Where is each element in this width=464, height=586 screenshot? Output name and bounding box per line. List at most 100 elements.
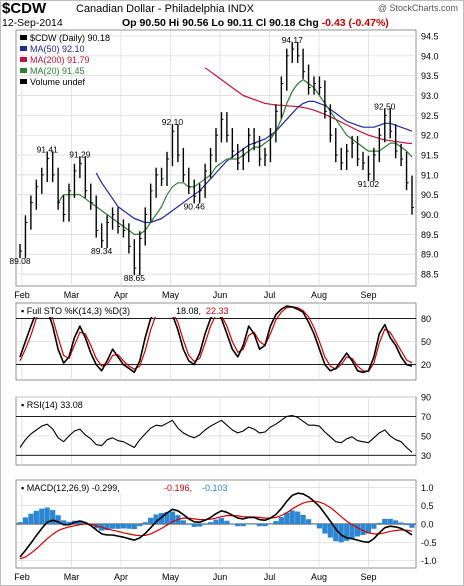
macd-histogram-bar bbox=[169, 511, 176, 524]
macd-histogram-bar bbox=[28, 513, 34, 524]
macd-histogram-bar bbox=[197, 524, 203, 527]
price-annotation: 89.34 bbox=[91, 246, 113, 256]
macd-histogram-bar bbox=[349, 524, 355, 538]
sto-legend-label: ▪ Full STO %K(14,3) %D(3) bbox=[21, 306, 130, 316]
macd-histogram-bar bbox=[148, 517, 154, 524]
macd-histogram-bar bbox=[393, 520, 399, 524]
high-label: Hi bbox=[168, 17, 180, 29]
macd-signal-value: -0.196, bbox=[164, 483, 192, 493]
price-y-tick-label: 94.0 bbox=[421, 51, 439, 61]
x-tick-label-bottom-sep: Sep bbox=[360, 572, 376, 582]
sto-y-tick-label: 50 bbox=[421, 337, 431, 347]
low-label: Lo bbox=[211, 17, 225, 29]
macd-histogram-bar bbox=[104, 524, 110, 531]
low-value: 90.11 bbox=[227, 17, 253, 29]
macd-histogram-bar bbox=[44, 507, 50, 524]
macd-histogram-bar bbox=[376, 522, 382, 524]
macd-histogram-bar bbox=[300, 514, 306, 524]
macd-histogram-bar bbox=[229, 523, 235, 525]
symbol-title: $CDW bbox=[2, 0, 47, 17]
price-panel-border bbox=[15, 29, 417, 287]
quote-summary: Op 90.50 Hi 90.56 Lo 90.11 Cl 90.18 Chg … bbox=[122, 17, 389, 29]
high-value: 90.56 bbox=[182, 17, 209, 29]
macd-histogram-bar bbox=[256, 524, 263, 527]
macd-histogram-bar bbox=[164, 511, 170, 524]
legend-ma20-swatch bbox=[20, 68, 27, 73]
price-annotation: 91.29 bbox=[69, 149, 91, 159]
macd-histogram-bar bbox=[50, 510, 56, 524]
macd-histogram-value: -0.103 bbox=[202, 483, 228, 493]
x-tick-label-may: May bbox=[162, 290, 180, 300]
macd-histogram-bar bbox=[207, 522, 214, 524]
macd-histogram-bar bbox=[77, 520, 83, 524]
change-label: Chg bbox=[298, 17, 319, 29]
macd-y-tick-label: 0.0 bbox=[421, 520, 434, 530]
sto-k-value: 18.08, bbox=[176, 306, 201, 316]
macd-histogram-bar bbox=[131, 524, 137, 530]
macd-histogram-bar bbox=[278, 517, 284, 524]
ma200-line bbox=[204, 67, 413, 145]
price-annotation: 90.46 bbox=[184, 201, 206, 211]
sto-legend-bg bbox=[18, 305, 268, 317]
macd-histogram-bar bbox=[186, 524, 192, 525]
macd-histogram-bar bbox=[409, 524, 415, 528]
x-tick-label-mar: Mar bbox=[64, 290, 80, 300]
macd-histogram-bar bbox=[137, 524, 143, 527]
macd-histogram-bar bbox=[262, 524, 268, 527]
price-y-tick-label: 90.0 bbox=[421, 210, 439, 220]
macd-histogram-bar bbox=[55, 515, 61, 524]
macd-histogram-bar bbox=[273, 521, 279, 524]
x-tick-label-bottom-may: May bbox=[162, 572, 180, 582]
change-value: -0.43 (-0.47%) bbox=[321, 17, 389, 29]
rsi-y-tick-label: 50 bbox=[421, 431, 431, 441]
macd-histogram-bar bbox=[289, 510, 295, 524]
macd-histogram-bar bbox=[39, 508, 45, 524]
macd-histogram-bar bbox=[322, 524, 328, 534]
ma50-line bbox=[95, 100, 413, 224]
macd-legend-bg bbox=[18, 482, 268, 494]
price-y-tick-label: 92.5 bbox=[421, 111, 439, 121]
macd-histogram-bar bbox=[93, 524, 99, 529]
macd-histogram-bar bbox=[333, 524, 339, 542]
price-annotation: 89.08 bbox=[9, 256, 31, 266]
x-tick-label-bottom-mar: Mar bbox=[64, 572, 80, 582]
macd-histogram-bar bbox=[382, 518, 388, 524]
rsi-legend-label: ▪ RSI(14) 33.08 bbox=[21, 400, 83, 410]
x-tick-label-sep: Sep bbox=[360, 290, 376, 300]
x-tick-label-apr: Apr bbox=[114, 290, 128, 300]
legend-ma200-swatch bbox=[20, 57, 27, 62]
open-value: 90.50 bbox=[139, 17, 166, 29]
ma20-line bbox=[57, 78, 413, 235]
sto-y-tick-label: 80 bbox=[421, 314, 431, 324]
x-tick-label-jun: Jun bbox=[213, 290, 228, 300]
brand-watermark: @ StockCharts.com bbox=[377, 3, 458, 13]
x-tick-label-feb: Feb bbox=[14, 290, 30, 300]
close-label: Cl bbox=[255, 17, 267, 29]
price-y-tick-label: 93.5 bbox=[421, 71, 439, 81]
macd-histogram-bar bbox=[22, 517, 29, 524]
x-tick-label-aug: Aug bbox=[311, 290, 327, 300]
macd-histogram-bar bbox=[158, 513, 165, 524]
macd-histogram-bar bbox=[126, 524, 132, 529]
macd-y-tick-label: 0.5 bbox=[421, 501, 434, 511]
close-value: 90.18 bbox=[269, 17, 296, 29]
macd-histogram-bar bbox=[327, 524, 333, 538]
macd-histogram-bar bbox=[371, 524, 377, 529]
macd-histogram-bar bbox=[240, 524, 246, 527]
macd-histogram-bar bbox=[235, 524, 241, 527]
macd-histogram-bar bbox=[180, 520, 186, 524]
price-annotation: 92.50 bbox=[374, 101, 396, 111]
macd-histogram-bar bbox=[267, 524, 274, 525]
macd-histogram-bar bbox=[60, 520, 67, 524]
macd-histogram-bar bbox=[316, 524, 323, 529]
legend-volume-swatch bbox=[20, 79, 27, 84]
rsi-line bbox=[19, 414, 413, 453]
macd-histogram-bar bbox=[365, 524, 372, 534]
legend-volume: Volume undef bbox=[30, 77, 86, 87]
macd-legend-label: ▪ MACD(12,26,9) -0.299, bbox=[21, 483, 120, 493]
price-annotation: 91.41 bbox=[37, 145, 59, 155]
macd-histogram-bar bbox=[344, 524, 350, 541]
macd-histogram-bar bbox=[115, 524, 121, 529]
x-tick-label-bottom-aug: Aug bbox=[311, 572, 327, 582]
